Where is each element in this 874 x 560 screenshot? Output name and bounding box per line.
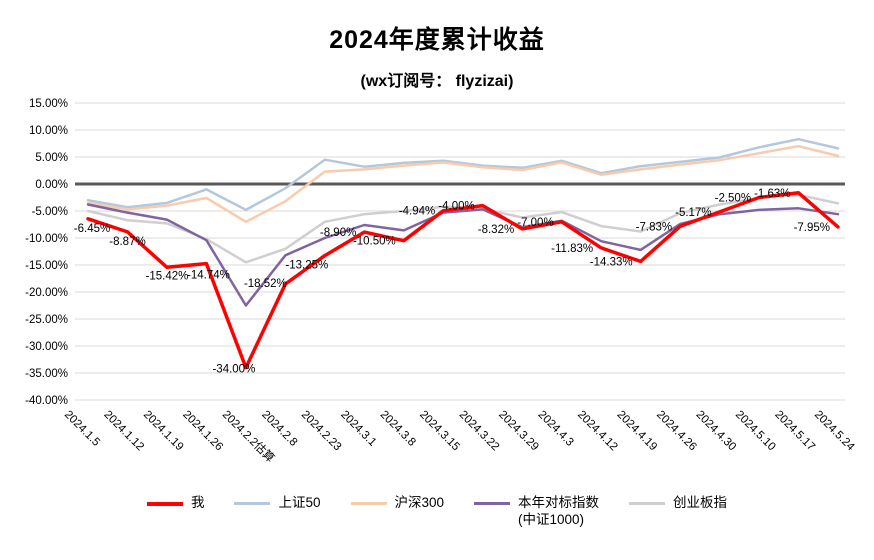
x-tick-label: 2024.4.26 xyxy=(654,409,699,454)
x-tick-label: 2024.3.22 xyxy=(457,409,502,454)
legend-swatch-上证50 xyxy=(234,502,271,505)
x-tick-label: 2024.5.10 xyxy=(733,409,778,454)
x-tick-label: 2024.5.17 xyxy=(772,409,817,454)
data-label: -4.00% xyxy=(438,201,474,213)
y-tick-label: 15.00% xyxy=(29,98,68,110)
y-tick-label: 5.00% xyxy=(35,152,68,164)
x-tick-label: 2024.1.12 xyxy=(101,409,146,454)
x-tick-label: 2024.3.1 xyxy=(338,409,378,449)
data-label: -18.52% xyxy=(244,278,287,290)
legend-swatch-我 xyxy=(146,502,183,506)
x-tick-label: 2024.2.23 xyxy=(299,409,344,454)
data-label: -7.00% xyxy=(517,217,553,229)
x-tick-label: 2024.1.5 xyxy=(62,409,102,449)
y-tick-label: -35.00% xyxy=(25,368,68,380)
legend-label-沪深300: 沪深300 xyxy=(394,495,445,510)
y-tick-label: -15.00% xyxy=(25,260,68,272)
y-tick-label: -40.00% xyxy=(25,395,68,407)
legend: 我 上证50 沪深300 本年对标指数 (中证1000) 创业板指 xyxy=(0,495,874,529)
legend-item-沪深300: 沪深300 xyxy=(350,495,445,512)
legend-item-创业板指: 创业板指 xyxy=(629,495,727,512)
data-label: -6.45% xyxy=(74,223,110,235)
y-tick-label: -5.00% xyxy=(32,206,68,218)
data-label: -2.50% xyxy=(715,193,751,205)
legend-sublabel: (中证1000) xyxy=(518,511,585,527)
y-tick-label: -20.00% xyxy=(25,287,68,299)
legend-label-上证50: 上证50 xyxy=(278,495,321,510)
series-line-我 xyxy=(86,191,840,370)
data-label: -34.00% xyxy=(212,364,255,376)
x-tick-label: 2024.3.15 xyxy=(417,409,462,454)
data-label: -8.87% xyxy=(109,236,145,248)
data-label: -11.83% xyxy=(551,243,593,255)
legend-swatch-沪深300 xyxy=(350,502,387,505)
data-label: -7.83% xyxy=(636,221,672,233)
legend-label-我: 我 xyxy=(190,495,205,510)
x-tick-label: 2024.4.3 xyxy=(536,409,576,449)
y-tick-label: -25.00% xyxy=(25,314,68,326)
x-tick-label: 2024.4.19 xyxy=(615,409,660,454)
x-tick-label: 2024.2.8 xyxy=(259,409,299,449)
x-tick-label: 2024.1.19 xyxy=(141,409,186,454)
y-tick-label: -10.00% xyxy=(25,233,68,245)
legend-item-本年对标指数: 本年对标指数 (中证1000) xyxy=(474,495,599,529)
data-label: -13.25% xyxy=(285,260,328,272)
y-tick-label: -30.00% xyxy=(25,341,68,353)
data-label: -8.90% xyxy=(320,227,356,239)
data-label: -5.17% xyxy=(675,207,711,219)
y-tick-label: 0.00% xyxy=(35,179,68,191)
data-label: -7.95% xyxy=(794,222,830,234)
data-label: -4.94% xyxy=(399,206,435,218)
plot-area: 15.00% 10.00% 5.00% 0.00% -5.00% -10.00% -15.0… xyxy=(25,98,857,465)
data-label: -15.42% xyxy=(146,270,189,282)
x-tick-label: 2024.3.29 xyxy=(496,409,541,454)
legend-swatch-本年对标指数 xyxy=(474,502,511,505)
data-label: -14.74% xyxy=(187,270,230,282)
series-line-上证50 xyxy=(86,137,840,212)
chart-title: 2024年度累计收益 xyxy=(329,26,545,54)
data-label: -1.63% xyxy=(754,188,790,200)
series-line-本年对标指数 xyxy=(86,203,840,307)
x-tick-label: 2024.5.24 xyxy=(812,409,857,454)
x-tick-label: 2024.1.26 xyxy=(180,409,225,454)
data-label: -8.32% xyxy=(478,224,514,236)
legend-swatch-创业板指 xyxy=(629,502,666,505)
legend-label-本年对标指数: 本年对标指数 (中证1000) xyxy=(518,495,600,527)
chart-subtitle: (wx订阅号： flyzizai) xyxy=(360,73,514,90)
x-tick-label: 2024.4.30 xyxy=(693,409,738,454)
x-tick-label: 2024.4.12 xyxy=(575,409,620,454)
data-label: -14.33% xyxy=(590,256,633,268)
legend-item-上证50: 上证50 xyxy=(234,495,321,512)
y-tick-label: 10.00% xyxy=(29,125,68,137)
x-tick-label: 2024.3.8 xyxy=(378,409,418,449)
legend-label-创业板指: 创业板指 xyxy=(673,495,728,510)
series-line-沪深300 xyxy=(86,144,840,224)
data-label: -10.50% xyxy=(353,236,396,248)
legend-item-我: 我 xyxy=(146,495,205,512)
